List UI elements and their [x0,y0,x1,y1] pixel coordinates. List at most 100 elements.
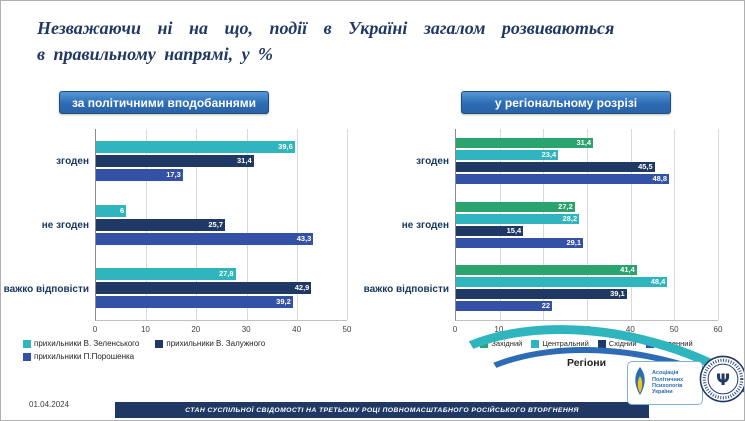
category-label: згоден [56,155,89,167]
bar-value-label: 39,2 [276,297,291,307]
legend-swatch [645,339,654,348]
legend-swatch [155,339,164,348]
association-logo-line: України [652,389,673,396]
gridline [543,129,545,320]
x-tick-label: 60 [713,325,723,334]
x-tick-label: 40 [292,325,302,334]
bar-value-label: 15,4 [506,225,522,235]
bar: 41,4 [456,265,637,276]
legend: прихильники В. Зеленського прихильники В.… [23,339,353,361]
bar: 48,8 [456,173,670,184]
bar-value-label: 17,3 [166,170,181,180]
bar-value-label: 28,2 [562,213,578,223]
bar: 48,4 [456,277,668,288]
association-logo-icon [635,367,645,395]
x-tick-label: 10 [494,325,504,334]
x-axis-title: Регіони [566,357,607,369]
bar-value-label: 48,4 [650,277,666,287]
bar-value-label: 42,9 [294,283,310,293]
legend: Західний Центральний Східний Південний [455,339,718,348]
footer-date: 01.04.2024 [29,400,70,409]
category-label: згоден [416,155,449,167]
footer-banner: СТАН СУСПІЛЬНОЇ СВІДОМОСТІ НА ТРЕТЬОМУ Р… [115,402,649,418]
bar: 15,4 [456,225,524,236]
category-label: важко відповісти [363,283,449,295]
x-tick-label: 40 [625,325,635,334]
bar: 27,2 [456,201,575,212]
gridline [246,129,248,320]
bar-value-label: 41,4 [620,265,635,275]
legend-item: прихильники В. Зеленського [23,339,139,348]
legend-item: Південний [645,339,693,348]
legend-item: прихильники В. Залужного [155,339,265,348]
bar-value-label: 31,4 [237,156,252,166]
category-label: не згоден [41,219,89,231]
x-tick-label: 20 [538,325,548,334]
x-tick-label: 0 [452,325,458,334]
chart-political-preferences: за політичними вподобаннями згоден не зго… [1,91,353,376]
bar-value-label: 25,7 [208,219,223,229]
legend-item: Західний [480,339,522,348]
bar-value-label: 29,1 [566,237,582,247]
chart-regional-breakdown: у регіональному розрізі згоден не згоден в… [341,91,726,376]
association-logo-text: Асоціація Політичних Психологів України [652,370,683,395]
bar-group: 27,2 28,2 15,4 29,1 [456,193,718,257]
chart-right-body: згоден не згоден важко відповісти 31,4 23,4… [341,129,726,321]
legend-swatch [531,339,540,348]
x-axis: 0 10 20 30 40 50 60 [452,323,723,335]
psi-symbol: Ψ [716,370,730,389]
category-axis: згоден не згоден важко відповісти [341,129,455,321]
bar-value-label: 27,8 [218,269,234,279]
bar-value-label: 31,4 [576,138,592,148]
bar: 28,2 [456,213,580,224]
legend-swatch [23,339,31,348]
chart-left-body: згоден не згоден важко відповісти 39,6 31,4… [1,129,353,321]
bar-group: 41,4 48,4 39,1 22 [456,256,718,320]
legend-label: прихильники П.Порошенка [34,352,135,361]
bar: 31,4 [96,154,254,167]
association-logo-line: Асоціація [652,370,679,377]
legend-item: прихильники П.Порошенка [23,352,134,361]
plot-area: 39,6 31,4 17,3 6 25,7 43,3 27,8 42,9 39,2 [95,129,348,321]
legend-label: Південний [656,339,693,348]
bar: 43,3 [96,232,314,245]
bar: 29,1 [456,237,584,248]
bar-group: 27,8 42,9 39,2 [96,256,347,320]
legend-label: Центральний [542,339,589,348]
bar: 39,1 [456,289,627,300]
legend-item: Східний [597,339,637,348]
bar-value-label: 6 [119,205,125,215]
bar-value-label: 22 [541,301,551,311]
x-tick-label: 50 [342,325,352,334]
bar-value-label: 43,3 [296,233,312,243]
gridline [499,129,501,320]
association-logo-line: Політичних [652,376,684,383]
legend-swatch [480,339,489,348]
legend-label: прихильники В. Зеленського [34,339,140,348]
x-tick-label: 30 [241,325,251,334]
legend-label: Східний [608,339,637,348]
bar: 42,9 [96,282,312,295]
x-tick-label: 30 [582,325,591,334]
bar-value-label: 39,6 [278,142,293,152]
bar: 25,7 [96,218,225,231]
bar: 39,6 [96,140,295,153]
bar-value-label: 48,8 [652,174,668,184]
category-label: не згоден [401,219,449,231]
chart-left-header: за політичними вподобаннями [59,91,269,114]
bar: 45,5 [456,161,655,172]
gridline [718,129,719,320]
bar-value-label: 27,2 [558,201,573,211]
psi-seal-icon: Ψ [699,355,744,403]
x-axis: 0 10 20 30 40 50 [93,323,352,335]
bar: 23,4 [456,149,559,160]
slide-title: Незважаючи ні на що, події в Україні заг… [37,15,707,67]
bar-value-label: 23,4 [541,150,557,160]
category-label: важко відповісти [3,283,89,295]
bar: 31,4 [456,137,594,148]
plot-area: 31,4 23,4 45,5 48,8 27,2 28,2 15,4 29,1 41,4 48,4… [455,129,719,321]
bar: 22 [456,301,553,312]
gridline [296,129,298,320]
bar-group: 6 25,7 43,3 [96,193,347,257]
